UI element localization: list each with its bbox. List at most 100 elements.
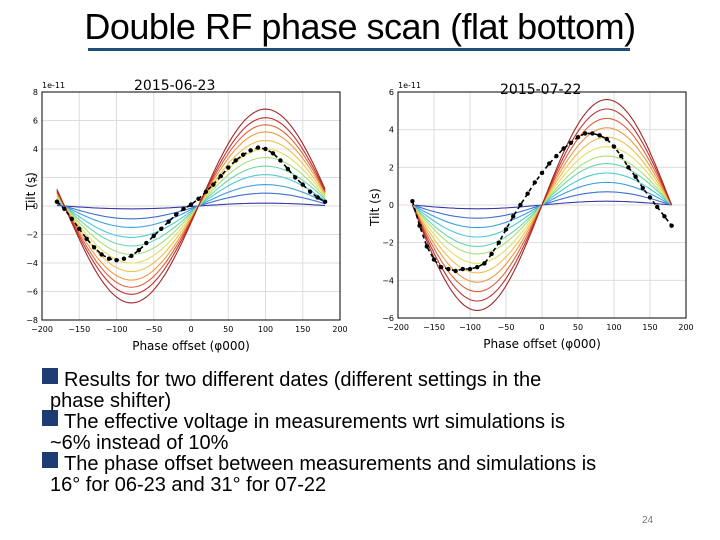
plot-frame <box>397 91 687 319</box>
bullet-item: The phase offset between measurements an… <box>42 452 712 496</box>
measurement-point <box>159 226 164 231</box>
measurement-point <box>173 212 179 217</box>
measurement-point <box>54 199 60 204</box>
measurement-point <box>619 153 624 159</box>
measurement-point <box>525 191 530 196</box>
measurement-point <box>136 247 142 253</box>
measurement-point <box>590 131 595 136</box>
x-axis-label: Phase offset (φ000) <box>132 339 250 353</box>
simulation-curve <box>56 174 326 238</box>
bullet-text: The effective voltage in measurements wr… <box>64 411 565 433</box>
x-tick-label: 100 <box>258 325 273 334</box>
bullet-item: Results for two different dates (differe… <box>42 368 712 412</box>
measurement-point <box>196 196 201 202</box>
chart-date-label: 2015-06-23 <box>134 78 216 94</box>
measurement-point <box>511 214 516 219</box>
measurement-point <box>417 223 422 228</box>
y-multiplier-label: 1e-11 <box>42 81 65 90</box>
measurement-point <box>300 182 305 187</box>
checkbox-bullet-icon <box>42 452 58 468</box>
measurement-point <box>69 216 74 222</box>
measurement-point <box>233 158 238 163</box>
measurement-point <box>431 257 437 262</box>
measurement-point <box>446 266 451 272</box>
checkbox-bullet-icon <box>42 410 58 426</box>
measurement-point <box>278 158 283 163</box>
y-tick-label: −2 <box>26 231 38 240</box>
page-number: 24 <box>642 515 654 526</box>
x-tick-label: 150 <box>295 325 310 334</box>
simulation-curve <box>56 148 326 264</box>
measurement-point <box>255 145 261 150</box>
measurement-point <box>144 240 149 246</box>
x-tick-label: −150 <box>68 325 90 334</box>
bullet-text-continued: 16° for 06-23 and 31° for 07-22 <box>50 474 327 496</box>
measurement-point <box>211 182 216 187</box>
measurement-point <box>669 223 674 228</box>
y-tick-label: 0 <box>33 202 38 211</box>
measurement-point <box>62 206 67 212</box>
title-underline <box>88 48 630 51</box>
measurement-point <box>308 189 313 194</box>
y-tick-label: 2 <box>389 163 394 172</box>
measurement-point <box>583 131 588 136</box>
measurement-point <box>248 148 253 153</box>
bullet-list: Results for two different dates (differe… <box>42 368 712 496</box>
simulation-curve <box>56 192 326 220</box>
measurement-point <box>166 219 171 224</box>
x-tick-label: −150 <box>423 323 445 332</box>
measurement-point <box>121 256 127 261</box>
x-tick-label: 200 <box>678 323 693 332</box>
measurement-point <box>561 146 566 151</box>
measurement-point <box>662 214 667 219</box>
measurement-point <box>532 180 537 185</box>
measurement-point <box>597 133 602 138</box>
x-tick-label: −50 <box>145 325 162 334</box>
bullet-text-continued: phase shifter) <box>50 390 172 412</box>
measurement-point <box>467 266 473 272</box>
y-tick-label: 8 <box>33 88 38 97</box>
x-tick-label: −200 <box>387 323 409 332</box>
y-tick-label: 6 <box>33 117 38 126</box>
y-tick-label: −4 <box>382 276 394 285</box>
measurement-point <box>226 165 231 170</box>
measurement-point <box>640 185 645 191</box>
bullet-item: The effective voltage in measurements wr… <box>42 410 712 454</box>
measurement-point <box>218 173 223 179</box>
x-tick-label: 0 <box>539 323 544 332</box>
measurement-point <box>460 266 465 272</box>
x-tick-label: 50 <box>573 323 583 332</box>
measurement-point <box>114 257 119 263</box>
bullet-text-continued: ~6% instead of 10% <box>50 432 229 454</box>
measurement-point <box>568 140 573 146</box>
y-tick-label: −6 <box>382 314 394 323</box>
y-tick-label: 6 <box>389 88 394 97</box>
measurement-point <box>263 146 268 152</box>
measurement-point <box>99 252 104 257</box>
measurement-point <box>626 165 631 170</box>
measurement-point <box>439 264 444 270</box>
y-tick-label: −4 <box>26 259 38 268</box>
measurement-point <box>647 195 653 200</box>
simulation-curve <box>56 108 326 304</box>
measurement-point <box>410 199 415 204</box>
measurement-point <box>91 245 97 250</box>
measurement-point <box>77 226 82 231</box>
measurement-point <box>151 233 156 239</box>
y-tick-label: 4 <box>33 145 38 154</box>
x-tick-label: 50 <box>223 325 233 334</box>
measurement-point <box>655 204 660 210</box>
x-tick-label: 100 <box>606 323 621 332</box>
measurement-point <box>518 202 523 208</box>
simulation-curve <box>56 184 326 228</box>
x-tick-label: 200 <box>332 325 347 334</box>
simulation-curve <box>56 117 326 295</box>
measurement-point <box>611 144 617 149</box>
measurement-point <box>489 251 494 257</box>
x-tick-label: −100 <box>459 323 481 332</box>
measurement-point <box>453 268 458 274</box>
y-axis-label: Tilt (s) <box>24 172 38 210</box>
measurement-point <box>322 199 328 204</box>
measurement-point <box>496 240 501 245</box>
y-tick-label: 0 <box>389 201 394 210</box>
